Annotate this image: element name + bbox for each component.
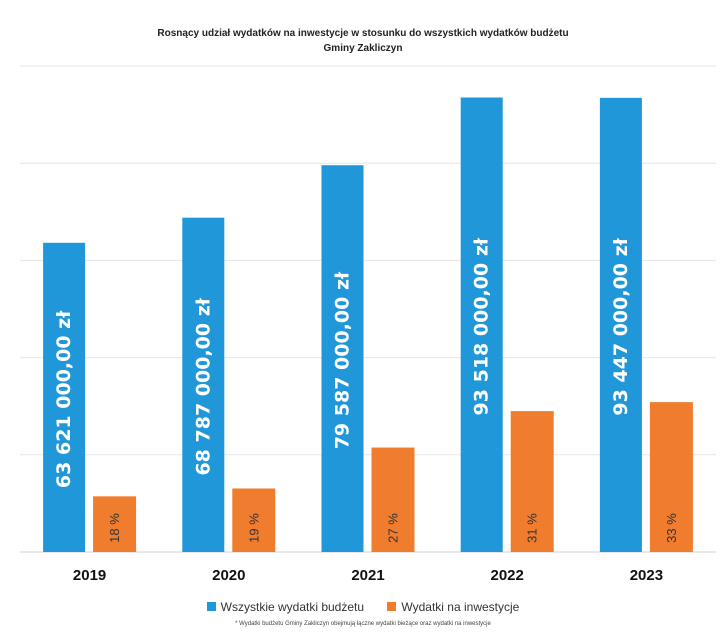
bar-investments-2022	[510, 411, 554, 552]
bar-investments-2020	[232, 488, 276, 552]
bar-investments-2023	[649, 402, 693, 552]
data-label-investments-2020: 19 %	[246, 513, 261, 543]
bar-total-2021	[321, 165, 364, 552]
data-label-total-2020: 68 787 000,00 zł	[192, 297, 214, 475]
x-tick-label-2022: 2022	[491, 567, 524, 584]
footnote: * Wydatki budżetu Gminy Zakliczyn obejmu…	[235, 621, 491, 627]
data-label-investments-2021: 27 %	[386, 513, 401, 543]
legend-swatch-investments	[387, 602, 397, 611]
data-label-total-2019: 63 621 000,00 zł	[53, 310, 75, 488]
data-label-investments-2022: 31 %	[525, 513, 540, 543]
bar-total-2023	[599, 97, 642, 552]
legend-item-total: Wszystkie wydatki budżetu	[206, 600, 365, 614]
data-label-investments-2023: 33 %	[664, 513, 679, 543]
data-label-investments-2019: 18 %	[107, 513, 122, 543]
x-tick-label-2019: 2019	[73, 567, 106, 584]
bar-investments-2021	[371, 447, 415, 552]
chart-title-block: Rosnący udział wydatków na inwestycje w …	[0, 26, 726, 56]
legend-swatch-total	[206, 602, 216, 611]
legend: Wszystkie wydatki budżetu Wydatki na inw…	[0, 600, 726, 614]
bar-total-2020	[182, 217, 225, 552]
bar-total-2019	[43, 242, 86, 552]
chart-subtitle: Gminy Zakliczyn	[323, 43, 403, 54]
data-label-total-2022: 93 518 000,00 zł	[471, 237, 493, 415]
x-tick-label-2020: 2020	[212, 567, 245, 584]
bar-investments-2019	[93, 496, 137, 552]
x-tick-label-2023: 2023	[630, 567, 663, 584]
data-label-total-2023: 93 447 000,00 zł	[610, 237, 632, 415]
legend-item-investments: Wydatki na inwestycje	[387, 600, 519, 614]
x-tick-label-2021: 2021	[351, 567, 384, 584]
legend-label-investments: Wydatki na inwestycje	[401, 600, 520, 614]
bar-total-2022	[460, 97, 503, 553]
chart-title: Rosnący udział wydatków na inwestycje w …	[157, 28, 569, 39]
data-label-total-2021: 79 587 000,00 zł	[332, 271, 354, 449]
legend-label-total: Wszystkie wydatki budżetu	[220, 600, 365, 614]
